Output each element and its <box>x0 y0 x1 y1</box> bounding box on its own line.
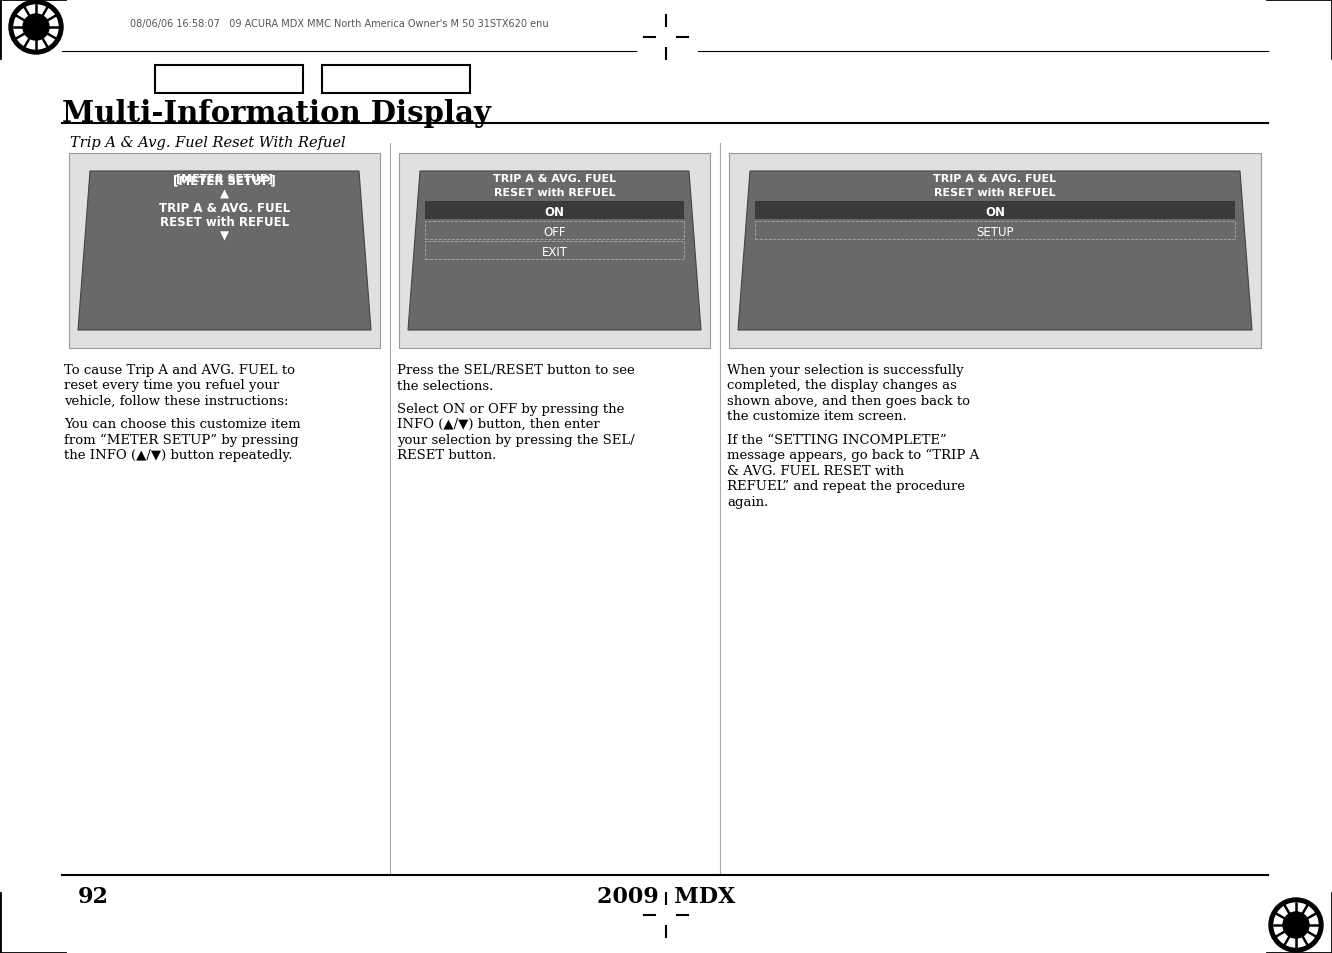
Text: message appears, go back to “TRIP A: message appears, go back to “TRIP A <box>727 449 979 462</box>
Text: completed, the display changes as: completed, the display changes as <box>727 379 956 392</box>
Circle shape <box>1273 903 1317 947</box>
Text: 92: 92 <box>79 885 109 907</box>
Text: reset every time you refuel your: reset every time you refuel your <box>64 379 280 392</box>
Text: RESET with REFUEL: RESET with REFUEL <box>934 188 1056 198</box>
Circle shape <box>1288 917 1304 933</box>
Text: shown above, and then goes back to: shown above, and then goes back to <box>727 395 970 408</box>
Text: the selections.: the selections. <box>397 379 493 392</box>
Polygon shape <box>79 172 372 331</box>
FancyBboxPatch shape <box>155 66 302 94</box>
Text: ON: ON <box>545 206 565 219</box>
Polygon shape <box>738 172 1252 331</box>
Text: ▼: ▼ <box>220 230 229 243</box>
FancyBboxPatch shape <box>755 202 1235 220</box>
Text: If the “SETTING INCOMPLETE”: If the “SETTING INCOMPLETE” <box>727 434 947 446</box>
Text: RESET button.: RESET button. <box>397 449 497 462</box>
Text: & AVG. FUEL RESET with: & AVG. FUEL RESET with <box>727 464 904 477</box>
Text: EXIT: EXIT <box>542 246 567 258</box>
Text: vehicle, follow these instructions:: vehicle, follow these instructions: <box>64 395 289 408</box>
Text: Multi-Information Display: Multi-Information Display <box>63 99 492 128</box>
Text: again.: again. <box>727 496 769 508</box>
Text: [METER SETUP]: [METER SETUP] <box>173 173 276 187</box>
Text: RESET with REFUEL: RESET with REFUEL <box>494 188 615 198</box>
Text: RESET with REFUEL: RESET with REFUEL <box>160 215 289 229</box>
Text: Press the SEL/RESET button to see: Press the SEL/RESET button to see <box>397 364 635 376</box>
Text: TRIP A & AVG. FUEL: TRIP A & AVG. FUEL <box>934 173 1056 184</box>
Text: OFF: OFF <box>543 226 566 239</box>
Text: You can choose this customize item: You can choose this customize item <box>64 417 301 431</box>
Circle shape <box>1269 898 1323 952</box>
Text: ON: ON <box>984 206 1006 219</box>
FancyBboxPatch shape <box>425 202 685 220</box>
Circle shape <box>1283 912 1309 938</box>
Text: [METER SETUP]: [METER SETUP] <box>176 173 273 184</box>
Circle shape <box>9 1 63 55</box>
Text: TRIP A & AVG. FUEL: TRIP A & AVG. FUEL <box>159 202 290 214</box>
Text: REFUEL” and repeat the procedure: REFUEL” and repeat the procedure <box>727 479 964 493</box>
Text: When your selection is successfully: When your selection is successfully <box>727 364 964 376</box>
Text: Trip A & Avg. Fuel Reset With Refuel: Trip A & Avg. Fuel Reset With Refuel <box>71 136 345 150</box>
Text: 08/06/06 16:58:07   09 ACURA MDX MMC North America Owner's M 50 31STX620 enu: 08/06/06 16:58:07 09 ACURA MDX MMC North… <box>131 19 549 29</box>
Circle shape <box>23 15 49 41</box>
Text: To cause Trip A and AVG. FUEL to: To cause Trip A and AVG. FUEL to <box>64 364 294 376</box>
Text: the customize item screen.: the customize item screen. <box>727 410 907 423</box>
Text: the INFO (▲/▼) button repeatedly.: the INFO (▲/▼) button repeatedly. <box>64 449 293 462</box>
Text: INFO (▲/▼) button, then enter: INFO (▲/▼) button, then enter <box>397 417 599 431</box>
Text: from “METER SETUP” by pressing: from “METER SETUP” by pressing <box>64 434 298 447</box>
Circle shape <box>28 20 44 36</box>
FancyBboxPatch shape <box>729 153 1261 349</box>
Text: SETUP: SETUP <box>976 226 1014 239</box>
FancyBboxPatch shape <box>322 66 470 94</box>
FancyBboxPatch shape <box>69 153 380 349</box>
Text: 2009  MDX: 2009 MDX <box>597 885 735 907</box>
Circle shape <box>657 29 675 47</box>
Polygon shape <box>408 172 701 331</box>
Text: ▲: ▲ <box>220 188 229 201</box>
Circle shape <box>15 6 59 50</box>
Text: Select ON or OFF by pressing the: Select ON or OFF by pressing the <box>397 402 625 416</box>
Text: your selection by pressing the SEL/: your selection by pressing the SEL/ <box>397 434 635 446</box>
Circle shape <box>657 906 675 924</box>
Text: TRIP A & AVG. FUEL: TRIP A & AVG. FUEL <box>493 173 617 184</box>
FancyBboxPatch shape <box>400 153 710 349</box>
